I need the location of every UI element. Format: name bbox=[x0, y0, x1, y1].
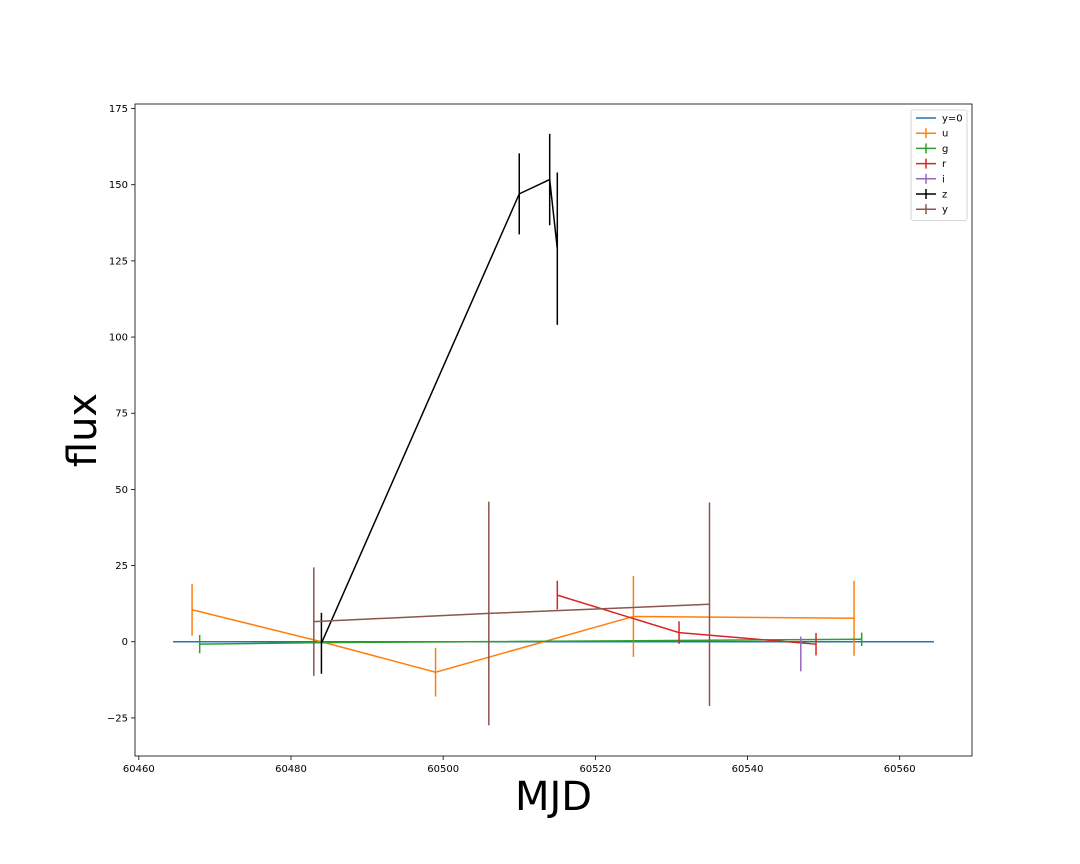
series-z bbox=[320, 133, 559, 674]
axis-ticks: 60460 60480 60500 60520 60540 60560 −25 0 25 50 75… bbox=[107, 104, 916, 775]
x-tick-label: 60520 bbox=[579, 764, 611, 775]
legend-label: i bbox=[942, 174, 945, 185]
legend-item-y: y bbox=[916, 204, 948, 216]
y-tick-label: −25 bbox=[107, 713, 128, 724]
legend-item-z: z bbox=[916, 189, 947, 201]
series-y bbox=[313, 501, 711, 726]
y-tick-label: 0 bbox=[122, 637, 128, 648]
legend-label: u bbox=[942, 129, 948, 140]
plot-frame bbox=[134, 103, 973, 757]
legend-label: y bbox=[942, 205, 948, 216]
legend-item-r: r bbox=[916, 158, 947, 170]
legend-item-i: i bbox=[916, 173, 945, 185]
chart-marks bbox=[173, 133, 934, 726]
legend-item-y=0: y=0 bbox=[916, 114, 963, 125]
y-tick-label: 150 bbox=[109, 180, 128, 191]
legend-item-u: u bbox=[916, 128, 948, 140]
series-line-z bbox=[320, 178, 559, 644]
y-tick-label: 125 bbox=[109, 256, 128, 267]
x-tick-label: 60460 bbox=[123, 764, 155, 775]
series-u bbox=[191, 575, 855, 697]
x-axis-label: MJD bbox=[515, 774, 592, 820]
x-tick-label: 60560 bbox=[884, 764, 916, 775]
y-tick-label: 100 bbox=[109, 333, 128, 344]
y-tick-label: 50 bbox=[115, 485, 128, 496]
x-tick-label: 60500 bbox=[427, 764, 459, 775]
y-tick-label: 25 bbox=[115, 561, 128, 572]
y-axis-label: flux bbox=[60, 393, 106, 467]
x-tick-label: 60540 bbox=[732, 764, 764, 775]
legend-label: y=0 bbox=[942, 114, 963, 125]
legend-label: g bbox=[942, 144, 948, 155]
legend-item-g: g bbox=[916, 143, 948, 155]
y-tick-label: 75 bbox=[115, 409, 128, 420]
legend-box bbox=[910, 109, 968, 221]
y-tick-label: 175 bbox=[109, 104, 128, 115]
plot-area bbox=[135, 104, 972, 756]
x-tick-label: 60480 bbox=[275, 764, 307, 775]
series-r bbox=[556, 580, 817, 656]
legend-label: r bbox=[942, 159, 947, 170]
legend-label: z bbox=[942, 190, 947, 201]
